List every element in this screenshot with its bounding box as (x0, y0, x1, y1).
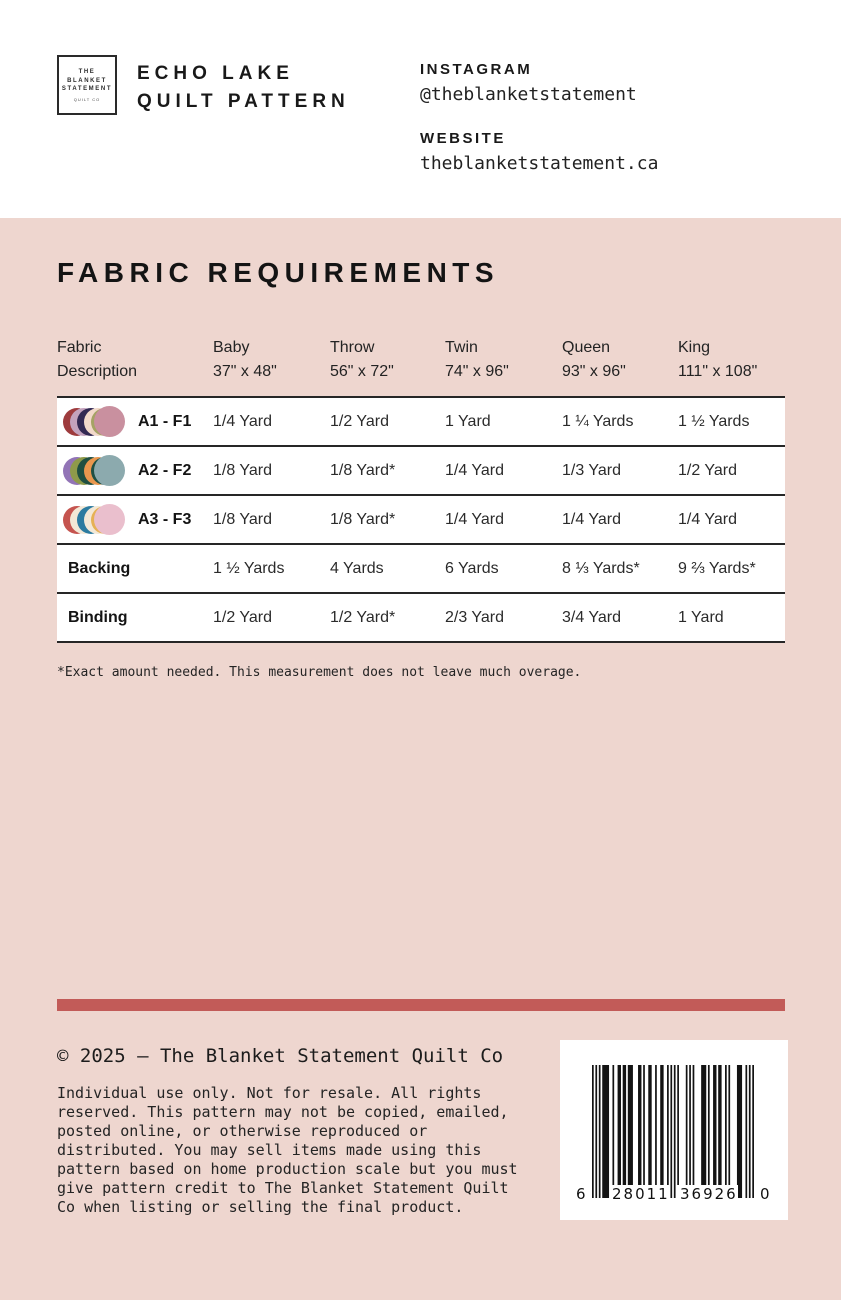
barcode-digit-group2: 36926 (678, 1185, 738, 1203)
column-header-twin: Twin 74" x 96" (445, 339, 509, 380)
table-footnote: *Exact amount needed. This measurement d… (57, 665, 582, 680)
row-label: Backing (68, 559, 131, 577)
cell-king: 1 Yard (678, 608, 724, 626)
cell-baby: 1/8 Yard (213, 461, 273, 479)
table-row-a1-f1: A1 - F1 1/4 Yard 1/2 Yard 1 Yard 1 ¼ Yar… (57, 396, 785, 445)
cell-baby: 1/2 Yard (213, 608, 273, 626)
cell-baby: 1/4 Yard (213, 412, 273, 430)
website-url: theblanketstatement.ca (420, 153, 659, 174)
cell-throw: 4 Yards (330, 559, 384, 577)
cell-twin: 1 Yard (445, 412, 491, 430)
row-label: A2 - F2 (138, 461, 192, 479)
cell-queen: 1 ¼ Yards (562, 412, 634, 430)
instagram-handle: @theblanketstatement (420, 84, 637, 105)
row-label: A1 - F1 (138, 412, 192, 430)
website-label: WEBSITE (420, 130, 506, 147)
cell-twin: 2/3 Yard (445, 608, 505, 626)
fabric-swatch-circles-icon (63, 504, 125, 535)
fabric-requirements-table: Fabric Description Baby 37" x 48" Throw … (57, 336, 785, 643)
cell-throw: 1/2 Yard* (330, 608, 396, 626)
column-header-fabric-description: Fabric Description (57, 339, 138, 380)
cell-queen: 8 ⅓ Yards* (562, 559, 640, 577)
swatch-circle (94, 504, 125, 535)
fabric-swatch-circles-icon (63, 455, 125, 486)
pattern-title: ECHO LAKE QUILT PATTERN (137, 60, 350, 116)
cell-twin: 1/4 Yard (445, 510, 505, 528)
table-body: A1 - F1 1/4 Yard 1/2 Yard 1 Yard 1 ¼ Yar… (57, 396, 785, 643)
cell-throw: 1/8 Yard* (330, 461, 396, 479)
logo-text-line: BLANKET (67, 77, 107, 84)
row-label: A3 - F3 (138, 510, 192, 528)
column-header-throw: Throw 56" x 72" (330, 339, 394, 380)
cell-king: 1/2 Yard (678, 461, 738, 479)
cell-queen: 1/3 Yard (562, 461, 622, 479)
legal-text: Individual use only. Not for resale. All… (57, 1084, 518, 1216)
table-header-row: Fabric Description Baby 37" x 48" Throw … (57, 336, 785, 384)
barcode-bars-icon (592, 1065, 754, 1198)
accent-divider-bar (57, 999, 785, 1011)
table-row-backing: Backing 1 ½ Yards 4 Yards 6 Yards 8 ⅓ Ya… (57, 543, 785, 592)
column-header-baby: Baby 37" x 48" (213, 339, 277, 380)
copyright-text: © 2025 – The Blanket Statement Quilt Co (57, 1045, 504, 1067)
pattern-title-line2: QUILT PATTERN (137, 91, 350, 112)
cell-baby: 1/8 Yard (213, 510, 273, 528)
pattern-title-line1: ECHO LAKE (137, 63, 294, 84)
cell-twin: 1/4 Yard (445, 461, 505, 479)
row-label: Binding (68, 608, 128, 626)
cell-queen: 3/4 Yard (562, 608, 622, 626)
cell-twin: 6 Yards (445, 559, 499, 577)
barcode-digit-first: 6 (574, 1185, 588, 1203)
cell-king: 9 ⅔ Yards* (678, 559, 756, 577)
column-header-queen: Queen 93" x 96" (562, 339, 626, 380)
cell-queen: 1/4 Yard (562, 510, 622, 528)
brand-logo: THE BLANKET STATEMENT QUILT CO (57, 55, 117, 115)
swatch-circle (94, 406, 125, 437)
logo-subtext: QUILT CO (73, 96, 101, 102)
barcode-digit-last: 0 (758, 1185, 772, 1203)
table-row-binding: Binding 1/2 Yard 1/2 Yard* 2/3 Yard 3/4 … (57, 592, 785, 641)
contact-info: INSTAGRAM @theblanketstatement WEBSITE t… (420, 61, 658, 174)
swatch-circle (94, 455, 125, 486)
fabric-swatch-circles-icon (63, 406, 125, 437)
instagram-label: INSTAGRAM (420, 61, 533, 78)
table-row-a3-f3: A3 - F3 1/8 Yard 1/8 Yard* 1/4 Yard 1/4 … (57, 494, 785, 543)
barcode-digit-group1: 28011 (610, 1185, 670, 1203)
barcode: 6 28011 36926 0 (560, 1040, 788, 1220)
cell-king: 1 ½ Yards (678, 412, 750, 430)
cell-baby: 1 ½ Yards (213, 559, 285, 577)
logo-text-line: THE (78, 69, 96, 75)
column-header-king: King 111" x 108" (678, 339, 758, 380)
section-title: FABRIC REQUIREMENTS (57, 257, 500, 288)
logo-text-line: STATEMENT (61, 86, 113, 92)
cell-king: 1/4 Yard (678, 510, 738, 528)
cell-throw: 1/2 Yard (330, 412, 390, 430)
cell-throw: 1/8 Yard* (330, 510, 396, 528)
table-row-a2-f2: A2 - F2 1/8 Yard 1/8 Yard* 1/4 Yard 1/3 … (57, 445, 785, 494)
